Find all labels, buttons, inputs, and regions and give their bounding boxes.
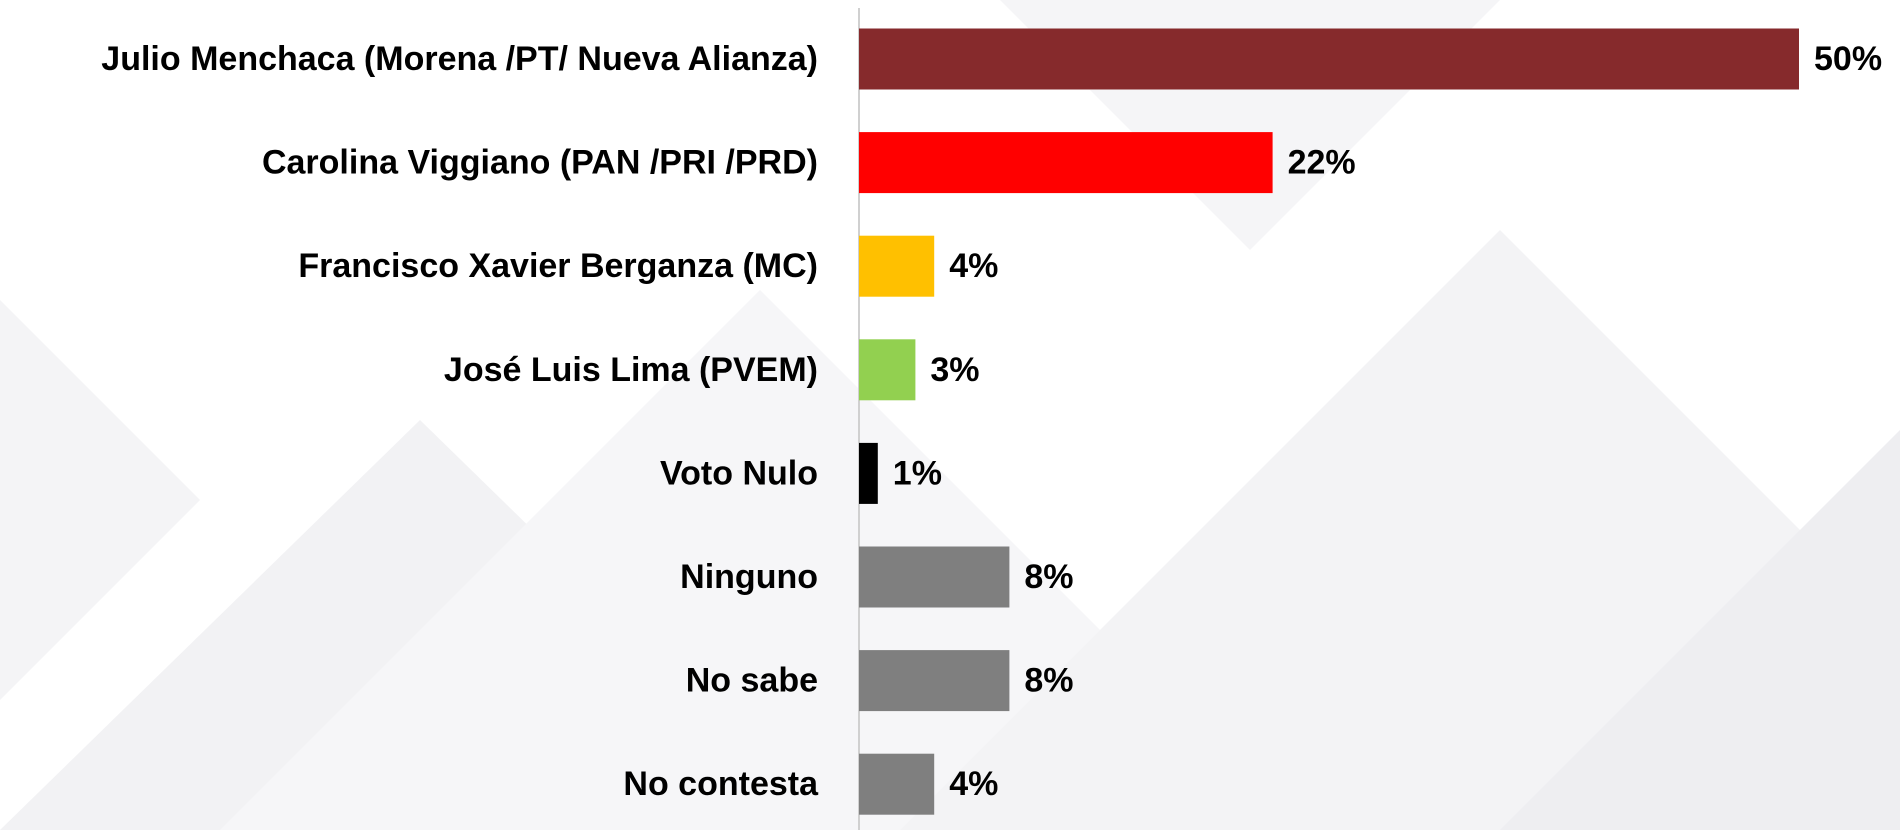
category-label: Francisco Xavier Berganza (MC) xyxy=(298,247,818,285)
bar xyxy=(859,546,1010,608)
value-label: 1% xyxy=(893,454,942,492)
value-label: 8% xyxy=(1024,662,1073,700)
bar xyxy=(859,442,878,504)
category-label: Carolina Viggiano (PAN /PRI /PRD) xyxy=(262,144,818,182)
bar xyxy=(859,28,1799,90)
value-label: 4% xyxy=(949,765,998,803)
value-label: 22% xyxy=(1288,144,1356,182)
bar xyxy=(859,753,935,815)
category-label: Julio Menchaca (Morena /PT/ Nueva Alianz… xyxy=(101,40,818,78)
bg-shape xyxy=(220,290,1300,830)
category-label: Voto Nulo xyxy=(660,454,818,492)
bar xyxy=(859,650,1010,712)
value-label: 50% xyxy=(1814,40,1882,78)
bar xyxy=(859,235,935,297)
category-label: No contesta xyxy=(623,765,819,803)
bar xyxy=(859,132,1273,194)
value-label: 4% xyxy=(949,247,998,285)
category-label: Ninguno xyxy=(680,558,818,596)
bg-shape xyxy=(1500,430,1900,830)
category-label: José Luis Lima (PVEM) xyxy=(444,351,818,389)
category-label: No sabe xyxy=(686,662,818,700)
bar xyxy=(859,339,916,401)
value-label: 3% xyxy=(930,351,979,389)
bg-shape xyxy=(0,300,200,700)
value-label: 8% xyxy=(1024,558,1073,596)
